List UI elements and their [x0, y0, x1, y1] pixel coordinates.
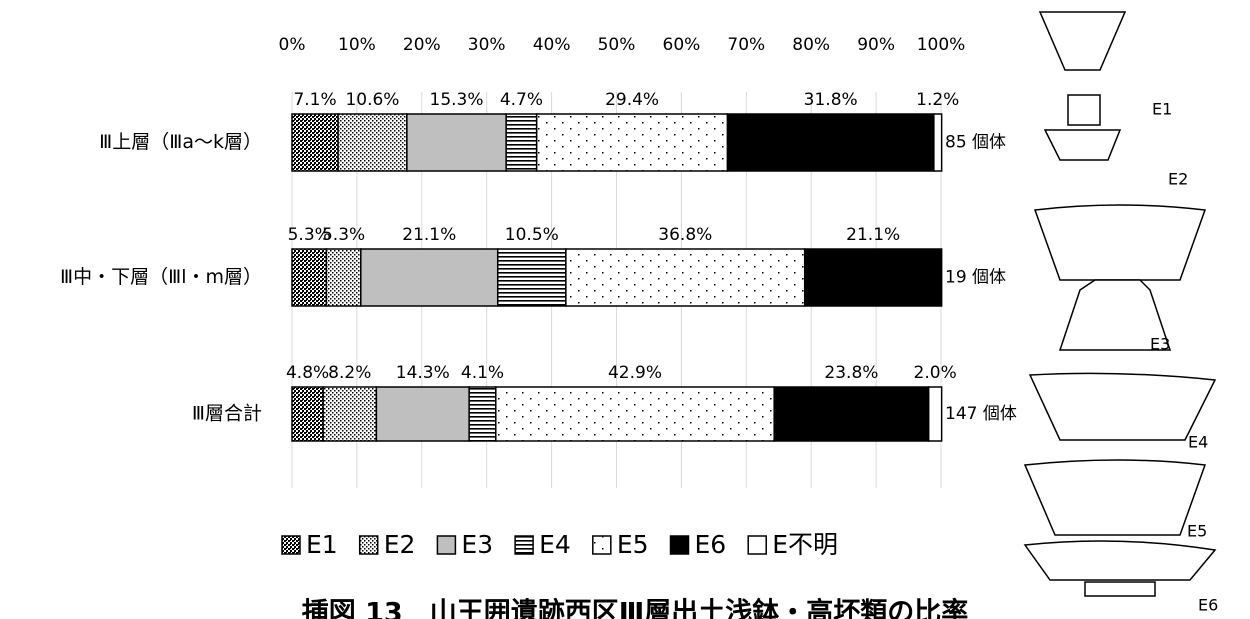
x-tick-label: 100%	[917, 35, 966, 55]
bar-segment	[505, 113, 538, 172]
value-label: 4.8%	[286, 363, 329, 383]
legend-label: E5	[617, 530, 649, 559]
bar-segment	[406, 113, 507, 172]
value-label: 21.1%	[402, 225, 456, 245]
bar-segment	[360, 248, 499, 307]
value-label: 23.8%	[824, 363, 878, 383]
legend-swatch	[592, 535, 612, 555]
legend-label: E不明	[772, 530, 838, 559]
x-tick-label: 50%	[598, 35, 636, 55]
bar-segment	[496, 248, 567, 307]
legend-label: E1	[306, 530, 338, 559]
bar-segment	[325, 248, 362, 307]
x-tick-label: 80%	[792, 35, 830, 55]
value-label: 10.6%	[345, 90, 399, 110]
category-label: Ⅲ上層（Ⅲa～k層）	[99, 131, 262, 153]
value-label: 36.8%	[658, 225, 712, 245]
bar-segment	[291, 386, 324, 442]
illustrations	[1023, 11, 1217, 597]
bar-segment	[468, 386, 497, 442]
legend-swatch	[514, 535, 534, 555]
bar-segment	[803, 248, 943, 307]
bar-segment	[337, 113, 408, 172]
bar-segment	[322, 386, 378, 442]
legend-label: E6	[695, 530, 727, 559]
x-tick-label: 60%	[663, 35, 701, 55]
value-label: 15.3%	[430, 90, 484, 110]
legend-swatch	[281, 535, 301, 555]
illustration-label: E5	[1187, 522, 1207, 541]
x-tick-label: 0%	[279, 35, 306, 55]
illustration-label: E6	[1198, 596, 1218, 615]
illustration-label: E4	[1188, 433, 1208, 452]
legend-swatch	[669, 535, 690, 555]
value-label: 7.1%	[293, 90, 336, 110]
bar-segment	[773, 386, 930, 442]
category-label: Ⅲ層合計	[192, 403, 262, 425]
value-label: 31.8%	[804, 90, 858, 110]
illustration-label: E1	[1152, 100, 1172, 119]
legend-label: E2	[384, 530, 416, 559]
value-label: 5.3%	[288, 225, 331, 245]
bar-segment	[291, 248, 328, 307]
value-label: 8.2%	[328, 363, 371, 383]
value-label: 1.2%	[916, 90, 959, 110]
value-label: 21.1%	[846, 225, 900, 245]
legend-swatch	[436, 535, 457, 555]
chart-title: 挿図 13 山王囲遺跡西区Ⅲ層出土浅鉢・高坏類の比率	[302, 597, 969, 619]
value-label: 5.3%	[322, 225, 365, 245]
x-tick-label: 40%	[533, 35, 571, 55]
bar-end-label: 147 個体	[945, 404, 1017, 424]
x-tick-label: 90%	[857, 35, 895, 55]
bar-segment	[933, 113, 943, 172]
category-label: Ⅲ中・下層（Ⅲl・m層）	[60, 266, 262, 288]
x-tick-label: 70%	[727, 35, 765, 55]
value-label: 4.1%	[461, 363, 504, 383]
bar-segment	[375, 386, 470, 442]
bar-end-label: 19 個体	[945, 268, 1006, 288]
bar-segment	[565, 248, 806, 307]
legend-label: E4	[539, 530, 571, 559]
value-label: 14.3%	[396, 363, 450, 383]
legend-label: E3	[461, 530, 493, 559]
value-label: 4.7%	[500, 90, 543, 110]
x-tick-label: 30%	[468, 35, 506, 55]
illustration-label: E2	[1168, 170, 1188, 189]
bar-segment	[535, 113, 729, 172]
bar-segment	[495, 386, 775, 442]
bar-segment	[927, 386, 943, 442]
legend-swatch	[358, 535, 379, 555]
bar-segment	[726, 113, 935, 172]
legend-swatch	[747, 535, 767, 555]
x-tick-label: 20%	[403, 35, 441, 55]
bar-end-label: 85 個体	[945, 133, 1006, 153]
bar-segment	[291, 113, 339, 172]
x-tick-label: 10%	[338, 35, 376, 55]
illustration-label: E3	[1150, 335, 1170, 354]
value-label: 2.0%	[914, 363, 957, 383]
value-label: 29.4%	[605, 90, 659, 110]
value-label: 42.9%	[608, 363, 662, 383]
value-label: 10.5%	[505, 225, 559, 245]
